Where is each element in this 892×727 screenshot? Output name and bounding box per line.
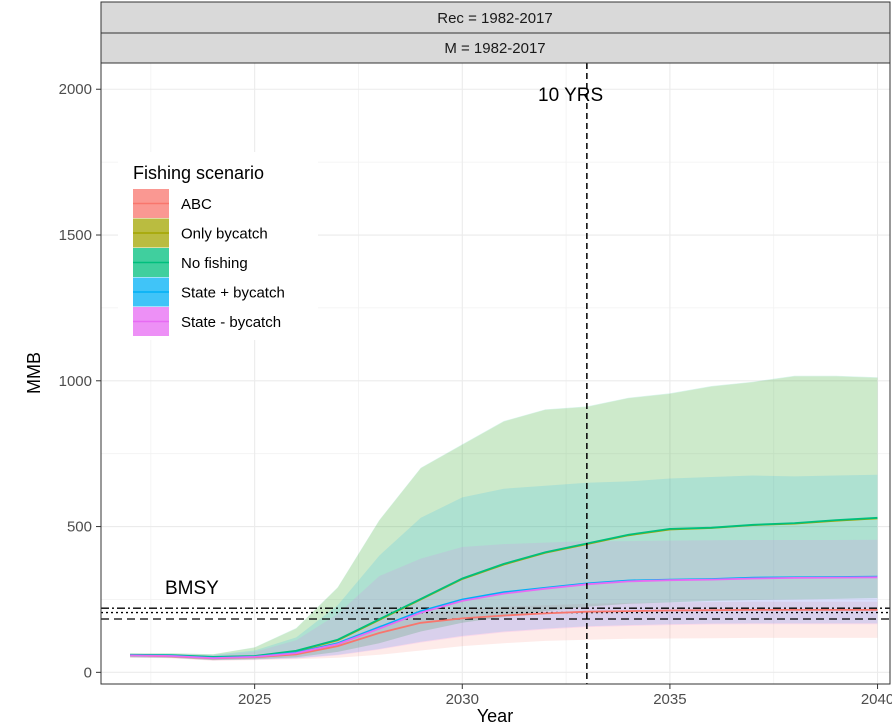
gridlines: [101, 63, 890, 684]
legend-label: Only bycatch: [181, 226, 268, 243]
facet-label-m: M = 1982-2017: [444, 40, 545, 57]
ribbon-state-bycatch: [130, 474, 878, 661]
facet-strip-rec: [100, 1, 891, 34]
plot-border: [100, 62, 891, 685]
legend-title: Fishing scenario: [133, 163, 264, 183]
y-tick-label: 1500: [59, 227, 92, 244]
legend-label: ABC: [181, 196, 212, 213]
facet-label-rec: Rec = 1982-2017: [437, 10, 553, 27]
y-tick-label: 500: [67, 519, 92, 536]
x-tick-label: 2025: [238, 691, 271, 708]
x-tick-label: 2035: [653, 691, 686, 708]
x-tick-label: 2030: [446, 691, 479, 708]
y-tick-label: 2000: [59, 81, 92, 98]
ribbon-abc: [130, 601, 878, 661]
series-lines: [130, 516, 878, 660]
ten-years-label: 10 YRS: [538, 85, 603, 106]
bmsy-reference-lines: [101, 607, 890, 620]
x-tick-label: 2040: [861, 691, 892, 708]
x-axis-title: Year: [477, 706, 513, 726]
y-axis-title: MMB: [24, 352, 44, 394]
confidence-ribbons: [130, 375, 878, 661]
legend-label: No fishing: [181, 255, 248, 272]
facet-strip-m: [100, 32, 891, 64]
legend-items: ABC Only bycatch No fishing State + bycatch…: [133, 189, 285, 336]
legend-label: State - bycatch: [181, 314, 281, 331]
y-tick-label: 0: [84, 664, 92, 681]
ribbon-only-bycatch: [130, 376, 878, 661]
bmsy-label: BMSY: [165, 578, 219, 599]
line-state-bycatch: [130, 576, 878, 660]
ribbon-state-bycatch: [130, 539, 878, 661]
x-axis-ticks: 2025 2030 2035 2040: [238, 684, 892, 708]
y-axis-ticks: 0 500 1000 1500 2000: [59, 81, 101, 681]
legend: Fishing scenario ABC Only bycatch No fishi…: [118, 152, 318, 340]
y-tick-label: 1000: [59, 373, 92, 390]
ribbon-no-fishing: [130, 375, 878, 661]
legend-label: State + bycatch: [181, 285, 285, 302]
